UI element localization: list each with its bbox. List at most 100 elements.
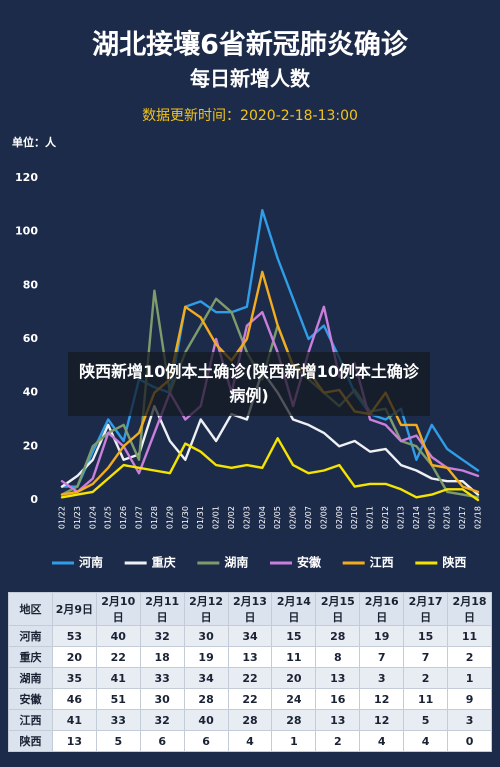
x-tick-label: 01/28	[150, 506, 159, 529]
y-tick-label: 40	[23, 386, 39, 399]
table-cell: 2	[403, 667, 449, 689]
table-cell: 16	[315, 688, 361, 710]
y-tick-label: 120	[15, 171, 38, 184]
table-cell: 32	[139, 709, 185, 731]
table-cell: 20	[271, 667, 317, 689]
table-cell: 40	[183, 709, 229, 731]
table-cell: 3	[359, 667, 405, 689]
y-tick-label: 80	[23, 278, 39, 291]
x-tick-label: 02/15	[427, 506, 436, 529]
table-cell: 12	[359, 709, 405, 731]
legend-label: 江西	[370, 555, 394, 570]
x-tick-label: 02/11	[366, 506, 375, 529]
table-cell: 40	[95, 625, 141, 647]
table-header-cell: 2月9日	[51, 592, 97, 626]
table-cell: 0	[447, 730, 492, 752]
x-tick-label: 02/02	[227, 506, 236, 529]
x-tick-label: 02/05	[273, 506, 282, 529]
series-line	[60, 305, 480, 494]
x-tick-label: 01/31	[196, 506, 205, 529]
table-cell: 46	[51, 688, 97, 710]
table-cell: 重庆	[8, 646, 53, 668]
x-tick-label: 02/18	[474, 506, 483, 529]
table-cell: 32	[139, 625, 185, 647]
x-tick-label: 02/01	[212, 506, 221, 529]
table-cell: 9	[447, 688, 492, 710]
y-tick-label: 100	[15, 225, 38, 238]
table-cell: 6	[139, 730, 185, 752]
x-tick-label: 02/09	[335, 506, 344, 529]
table-cell: 2	[315, 730, 361, 752]
x-tick-label: 01/27	[135, 506, 144, 529]
chart-title: 湖北接壤6省新冠肺炎确诊	[92, 29, 409, 61]
table-header-cell: 2月18日	[447, 592, 492, 626]
x-tick-label: 02/08	[319, 506, 328, 529]
table-cell: 3	[447, 709, 492, 731]
x-tick-label: 02/06	[289, 506, 298, 529]
table-row: 江西 41 33 32 40 28 28 13 12 5 3	[8, 709, 492, 731]
table-cell: 19	[183, 646, 229, 668]
x-tick-label: 02/17	[458, 506, 467, 529]
table-cell: 江西	[8, 709, 53, 731]
table-cell: 33	[95, 709, 141, 731]
table-cell: 5	[403, 709, 449, 731]
x-tick-label: 02/03	[242, 506, 251, 529]
table-row: 安徽 46 51 30 28 22 24 16 12 11 9	[8, 688, 492, 710]
x-tick-label: 01/29	[165, 506, 174, 529]
table-cell: 34	[183, 667, 229, 689]
table-cell: 22	[227, 667, 273, 689]
table-cell: 30	[139, 688, 185, 710]
table-header-cell: 2月14日	[271, 592, 317, 626]
table-header-cell: 2月13日	[227, 592, 273, 626]
table-cell: 15	[271, 625, 317, 647]
table-cell: 34	[227, 625, 273, 647]
x-tick-label: 01/25	[104, 506, 113, 529]
x-tick-label: 02/12	[381, 506, 390, 529]
table-cell: 陕西	[8, 730, 53, 752]
table-header-cell: 地区	[8, 592, 53, 626]
y-axis-label: 单位：人	[12, 135, 57, 149]
table-cell: 28	[271, 709, 317, 731]
table-header-row: 地区 2月9日 2月10日 2月11日 2月12日 2月13日 2月14日 2月15日 2月16…	[8, 592, 492, 626]
table-cell: 28	[315, 625, 361, 647]
table-cell: 51	[95, 688, 141, 710]
table-cell: 30	[183, 625, 229, 647]
table-header-cell: 2月11日	[139, 592, 185, 626]
table-cell: 5	[95, 730, 141, 752]
table-cell: 河南	[8, 625, 53, 647]
x-tick-label: 02/16	[443, 506, 452, 529]
table-cell: 11	[447, 625, 492, 647]
series-line	[60, 270, 480, 496]
x-tick-label: 02/14	[412, 506, 421, 529]
table-row: 重庆 20 22 18 19 13 11 8 7 7 2	[8, 646, 492, 668]
table-cell: 22	[227, 688, 273, 710]
table-cell: 7	[359, 646, 405, 668]
table-cell: 11	[403, 688, 449, 710]
table-cell: 15	[403, 625, 449, 647]
table-cell: 安徽	[8, 688, 53, 710]
y-tick-label: 60	[23, 332, 39, 345]
table-cell: 28	[183, 688, 229, 710]
x-tick-label: 01/30	[181, 506, 190, 529]
legend-label: 河南	[78, 555, 103, 570]
table-cell: 13	[227, 646, 273, 668]
table-cell: 13	[315, 709, 361, 731]
table-row: 湖南 35 41 33 34 22 20 13 3 2 1	[8, 667, 492, 689]
table-cell: 22	[95, 646, 141, 668]
table-cell: 4	[403, 730, 449, 752]
table-cell: 12	[359, 688, 405, 710]
table-cell: 33	[139, 667, 185, 689]
table-cell: 4	[227, 730, 273, 752]
table-cell: 2	[447, 646, 492, 668]
table-cell: 13	[51, 730, 97, 752]
table-cell: 6	[183, 730, 229, 752]
y-tick-label: 20	[23, 439, 39, 452]
table-header-cell: 2月10日	[95, 592, 141, 626]
x-tick-label: 01/24	[88, 506, 97, 529]
data-table: 地区 2月9日 2月10日 2月11日 2月12日 2月13日 2月14日 2月15日 2月16…	[8, 592, 492, 752]
update-note: 数据更新时间：2020-2-18-13:00	[142, 108, 358, 124]
x-tick-label: 02/07	[304, 506, 313, 529]
x-tick-label: 01/23	[73, 506, 82, 529]
overlay-caption: 陕西新增10例本土确诊(陕西新增10例本土确诊病例)	[68, 352, 430, 416]
